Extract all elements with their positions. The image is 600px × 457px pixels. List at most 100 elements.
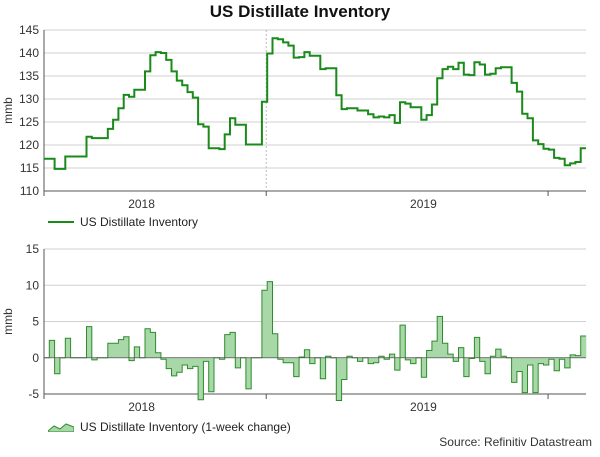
- change-bar: [288, 357, 294, 363]
- legend-area-swatch: [48, 423, 74, 432]
- y-axis-title: mmb: [1, 97, 15, 124]
- change-bar: [431, 341, 438, 358]
- y-tick-label: 135: [19, 69, 39, 83]
- change-bar: [410, 357, 417, 364]
- change-bar: [447, 354, 454, 358]
- x-tick-label: 2019: [410, 400, 437, 414]
- change-bar: [405, 357, 411, 360]
- chart-title: US Distillate Inventory: [209, 2, 391, 21]
- change-bar: [463, 357, 470, 377]
- change-bar: [107, 343, 114, 358]
- legend-line-swatch: [48, 221, 74, 223]
- change-bar: [421, 357, 427, 378]
- change-bar: [543, 357, 550, 366]
- change-bar: [522, 357, 528, 393]
- change-bar: [277, 357, 284, 360]
- change-bar: [245, 357, 252, 389]
- change-bar: [490, 356, 496, 358]
- change-bar: [134, 346, 140, 358]
- change-bar: [49, 340, 55, 358]
- change-bar: [357, 357, 364, 362]
- change-bar: [123, 336, 130, 358]
- legend-weekly-change: US Distillate Inventory (1-week change): [48, 420, 291, 434]
- x-tick-label: 2018: [128, 197, 155, 211]
- change-bar: [341, 357, 348, 380]
- change-bar: [474, 337, 480, 358]
- change-bar: [373, 357, 380, 363]
- change-bar: [442, 343, 449, 358]
- y-tick-label: 145: [19, 23, 39, 37]
- change-bar: [336, 357, 342, 401]
- change-bar: [511, 357, 518, 383]
- change-bar: [86, 326, 93, 358]
- change-bar: [309, 357, 316, 364]
- y-tick-label: 10: [26, 278, 40, 292]
- change-bar: [325, 356, 332, 358]
- change-bar: [230, 332, 236, 358]
- change-bar: [224, 334, 231, 358]
- legend-inventory: US Distillate Inventory: [48, 215, 198, 229]
- change-bar: [394, 357, 401, 371]
- y-tick-label: 5: [32, 315, 39, 329]
- y-tick-label: 115: [20, 161, 39, 175]
- y-tick-label: 120: [19, 138, 39, 152]
- change-bar: [267, 281, 273, 358]
- change-bar: [479, 357, 486, 362]
- change-bar: [538, 357, 544, 364]
- change-bar: [65, 338, 71, 358]
- change-bar: [368, 357, 374, 364]
- change-bar: [378, 356, 385, 358]
- x-tick-label: 2019: [410, 197, 437, 211]
- change-bar: [437, 316, 443, 358]
- change-bar: [453, 357, 459, 362]
- change-bar: [176, 357, 183, 373]
- x-tick-label: 2018: [128, 400, 155, 414]
- y-tick-label: 125: [19, 115, 39, 129]
- change-bar: [346, 356, 353, 358]
- change-bar: [54, 357, 61, 374]
- change-bar: [580, 336, 587, 358]
- y-axis-title: mmb: [1, 308, 15, 335]
- change-bar: [187, 357, 194, 369]
- change-bar: [171, 357, 178, 376]
- change-bar: [166, 357, 172, 369]
- y-tick-label: 0: [32, 351, 39, 365]
- change-bar: [304, 349, 310, 358]
- change-bar: [501, 356, 507, 358]
- change-bar: [564, 357, 571, 368]
- change-bar: [145, 328, 151, 358]
- legend-weekly-change-label: US Distillate Inventory (1-week change): [80, 420, 291, 434]
- change-bar: [320, 357, 326, 379]
- change-bar: [150, 332, 156, 358]
- legend-inventory-label: US Distillate Inventory: [80, 215, 199, 229]
- change-bar: [458, 347, 465, 358]
- y-tick-label: 110: [20, 184, 39, 198]
- change-bar: [516, 357, 523, 372]
- change-bar: [495, 349, 502, 358]
- change-bar: [283, 357, 289, 363]
- change-bar: [485, 357, 491, 374]
- change-bar: [113, 343, 119, 358]
- source-note: Source: Refinitiv Datastream: [439, 435, 592, 449]
- series-line-inventory: [44, 37, 586, 170]
- change-bar: [426, 350, 433, 358]
- change-bar: [384, 357, 390, 360]
- change-bar: [293, 357, 300, 377]
- change-bar: [198, 357, 204, 400]
- change-bar: [527, 357, 534, 366]
- change-bar: [554, 357, 560, 371]
- change-bar: [261, 290, 268, 358]
- change-bar: [219, 357, 225, 360]
- change-bar: [575, 355, 581, 358]
- change-bar: [182, 357, 188, 366]
- change-bar: [208, 357, 215, 392]
- change-bar: [235, 357, 241, 368]
- change-bar: [570, 354, 576, 358]
- change-bar: [203, 357, 209, 362]
- change-bar: [118, 339, 124, 358]
- y-tick-label: -5: [28, 387, 39, 401]
- y-tick-label: 15: [26, 242, 40, 256]
- change-bar: [272, 333, 279, 358]
- change-bar: [192, 357, 199, 367]
